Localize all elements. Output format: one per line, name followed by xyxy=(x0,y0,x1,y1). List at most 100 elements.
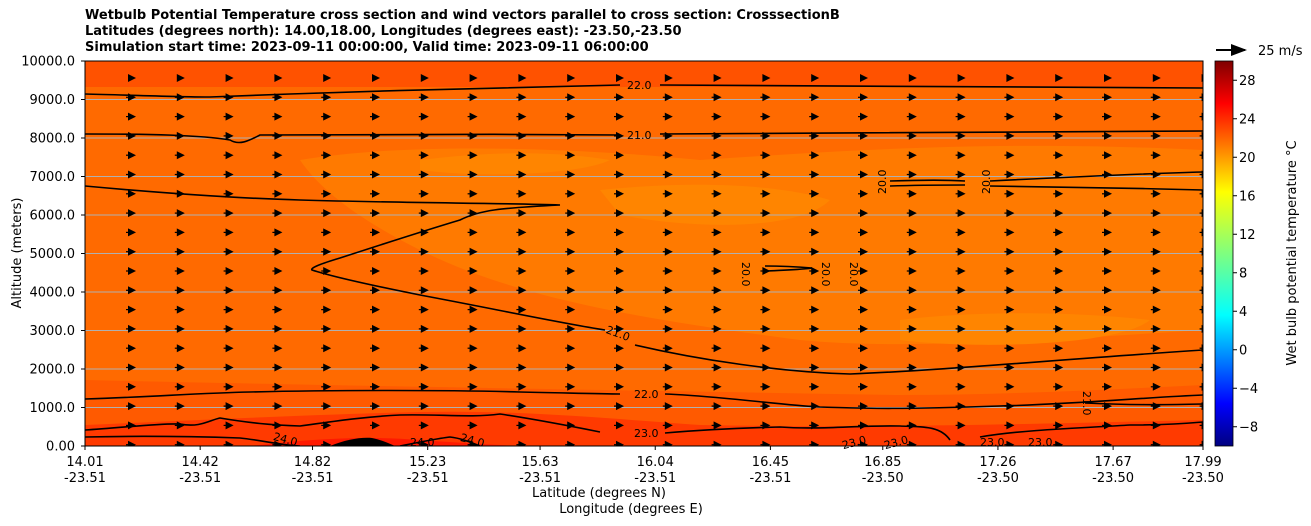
wind-vector-arrow xyxy=(223,324,234,333)
title-line-2: Latitudes (degrees north): 14.00,18.00, … xyxy=(85,24,682,39)
wind-vector-arrow xyxy=(1150,305,1161,314)
wind-vector-arrow xyxy=(223,228,234,237)
wind-vector-arrow xyxy=(760,247,771,256)
wind-vector-arrow xyxy=(955,344,966,353)
wind-vector-arrow xyxy=(858,112,868,121)
wind-vector-arrow xyxy=(760,209,771,218)
x-tick-label-lon: -23.51 xyxy=(64,471,106,486)
wind-vector-arrow xyxy=(955,305,966,314)
wind-vector-arrow xyxy=(516,440,527,446)
wind-vector-arrow xyxy=(858,305,868,314)
wind-vector-arrow xyxy=(614,305,624,314)
wind-vector-arrow xyxy=(370,189,380,198)
wind-vector-arrow xyxy=(906,382,917,391)
wind-vector-arrow xyxy=(418,93,429,102)
wind-vector-arrow xyxy=(1004,440,1015,446)
wind-vector-arrow xyxy=(614,151,624,160)
x-tick-label-lon: -23.51 xyxy=(634,471,676,486)
wind-vector-arrow xyxy=(1053,209,1064,218)
wind-vector-arrow xyxy=(126,267,136,275)
wind-vector-arrow xyxy=(370,209,380,218)
wind-vector-arrow xyxy=(516,247,527,256)
wind-vector-arrow xyxy=(1150,170,1161,179)
wind-vector-arrow xyxy=(565,170,576,179)
wind-vector-arrow xyxy=(1150,421,1161,430)
wind-vector-arrow xyxy=(516,402,527,411)
y-axis-label: Altitude (meters) xyxy=(10,198,25,309)
contour-label: 23.0 xyxy=(1028,436,1053,449)
wind-vector-arrow xyxy=(809,363,820,372)
wind-vector-arrow xyxy=(955,363,966,372)
wind-vector-arrow xyxy=(272,363,283,372)
wind-vector-arrow xyxy=(516,305,527,314)
wind-vector-arrow xyxy=(1004,228,1015,237)
wind-vector-arrow xyxy=(858,382,868,391)
wind-vector-arrow xyxy=(955,151,966,160)
wind-vector-arrow xyxy=(126,131,136,140)
wind-vector-arrow xyxy=(272,421,283,430)
wind-vector-arrow xyxy=(1102,131,1112,140)
wind-vector-arrow xyxy=(811,74,820,82)
wind-vector-arrow xyxy=(1102,344,1112,353)
wind-vector-arrow xyxy=(1053,228,1064,237)
wind-vector-arrow xyxy=(223,344,234,353)
wind-vector-arrow xyxy=(370,131,380,140)
wind-vector-arrow xyxy=(908,74,917,82)
wind-vector-arrow xyxy=(467,421,478,430)
wind-vector-arrow xyxy=(906,189,917,198)
wind-vector-arrow xyxy=(418,382,429,391)
wind-vector-arrow xyxy=(760,421,771,430)
wind-vector-arrow xyxy=(126,305,136,314)
wind-vector-arrow xyxy=(711,402,722,411)
wind-vector-arrow xyxy=(858,209,868,218)
wind-vector-arrow xyxy=(1004,247,1015,256)
wind-vector-arrow xyxy=(1004,112,1015,121)
contour-label: 22.0 xyxy=(627,79,652,92)
chart-title: Wetbulb Potential Temperature cross sect… xyxy=(85,8,840,56)
wind-vector-arrow xyxy=(567,74,576,82)
x-tick-label-lat: 14.42 xyxy=(182,455,219,470)
wind-vector-arrow xyxy=(906,305,917,314)
wind-vector-arrow xyxy=(370,344,380,353)
wind-vector-arrow xyxy=(174,344,185,353)
wind-vector-arrow xyxy=(1150,402,1161,411)
wind-vector-arrow xyxy=(272,267,283,275)
wind-vector-arrow xyxy=(1004,286,1015,295)
wind-vector-arrow xyxy=(1150,228,1161,237)
wind-vector-arrow xyxy=(1004,402,1015,411)
wind-vector-arrow xyxy=(418,305,429,314)
x-tick-label-lon: -23.51 xyxy=(519,471,561,486)
wind-vector-arrow xyxy=(760,93,771,102)
wind-vector-arrow xyxy=(809,421,820,430)
y-tick-label: 8000.0 xyxy=(30,132,76,147)
wind-vector-arrow xyxy=(1150,286,1161,295)
wind-vector-arrow xyxy=(565,228,576,237)
wind-vector-arrow xyxy=(370,247,380,256)
wind-vector-arrow xyxy=(760,189,771,198)
wind-vector-arrow xyxy=(1150,112,1161,121)
wind-vector-arrow xyxy=(662,228,673,237)
wind-vector-arrow xyxy=(906,151,917,160)
wind-vector-arrow xyxy=(760,402,771,411)
wind-vector-arrow xyxy=(1150,247,1161,256)
wind-vector-arrow xyxy=(760,228,771,237)
wind-vector-arrow xyxy=(662,286,673,295)
wind-vector-arrow xyxy=(1053,440,1064,446)
wind-vector-arrow xyxy=(467,267,478,275)
wind-vector-arrow xyxy=(858,189,868,198)
wind-vector-arrow xyxy=(418,209,429,218)
contour-label: 23.0 xyxy=(634,427,659,440)
wind-vector-arrow xyxy=(565,267,576,275)
wind-vector-arrow xyxy=(614,209,624,218)
wind-vector-arrow xyxy=(174,286,185,295)
wind-vector-arrow xyxy=(516,267,527,275)
wind-vector-arrow xyxy=(955,286,966,295)
wind-vector-arrow xyxy=(1102,382,1112,391)
wind-vector-arrow xyxy=(809,209,820,218)
wind-vector-arrow xyxy=(565,247,576,256)
wind-vector-arrow xyxy=(223,247,234,256)
wind-vector-arrow xyxy=(418,228,429,237)
wind-vector-arrow xyxy=(272,305,283,314)
wind-vector-arrow xyxy=(274,74,283,82)
